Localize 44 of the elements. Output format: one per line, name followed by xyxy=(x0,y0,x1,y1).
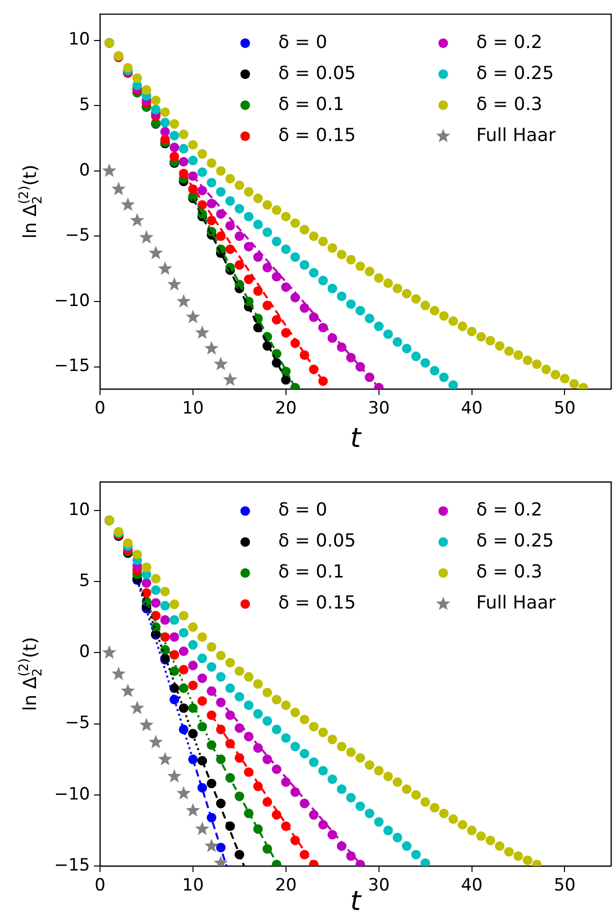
x-axis-title: t xyxy=(350,422,362,454)
y-tick-label: −5 xyxy=(64,713,90,734)
x-tick-label: 30 xyxy=(368,876,390,896)
legend-label: δ = 0.25 xyxy=(476,62,554,84)
x-tick-label: 40 xyxy=(460,398,483,419)
x-tick-label: 30 xyxy=(368,398,390,419)
legend-label: Full Haar xyxy=(476,592,556,614)
y-tick-label: 5 xyxy=(79,570,90,591)
y-tick-label: 10 xyxy=(68,500,90,520)
legend-label: δ = 0 xyxy=(278,500,328,521)
legend-label: δ = 0.3 xyxy=(476,94,542,115)
y-tick-label: −5 xyxy=(64,226,90,246)
legend-label: Full Haar xyxy=(476,124,556,146)
legend-label: δ = 0.2 xyxy=(476,32,542,53)
y-tick-label: 0 xyxy=(79,642,90,662)
legend-label: δ = 0.1 xyxy=(278,562,344,583)
x-tick-label: 0 xyxy=(94,398,106,419)
legend-label: δ = 0.15 xyxy=(278,592,356,614)
y-tick-label: −10 xyxy=(54,290,90,311)
legend-label: δ = 0.05 xyxy=(278,530,356,552)
legend-label: δ = 0.05 xyxy=(278,62,356,84)
legend-label: δ = 0 xyxy=(278,32,328,53)
x-tick-label: 20 xyxy=(275,876,297,896)
y-tick-label: 5 xyxy=(79,95,90,116)
legend-label: δ = 0.25 xyxy=(476,530,554,552)
legend-label: δ = 0.1 xyxy=(278,94,344,115)
y-tick-label: −15 xyxy=(54,855,90,876)
x-tick-label: 20 xyxy=(275,398,297,419)
y-axis-title: ln Δ2(2)(t) xyxy=(16,164,46,239)
y-axis-title: ln Δ2(2)(t) xyxy=(16,637,46,711)
legend-label: δ = 0.3 xyxy=(476,562,542,583)
x-tick-label: 50 xyxy=(554,876,576,896)
x-tick-label: 10 xyxy=(182,398,204,419)
x-tick-label: 0 xyxy=(94,876,106,896)
y-tick-label: 0 xyxy=(79,160,90,180)
legend-label: δ = 0.2 xyxy=(476,500,542,521)
y-tick-label: 10 xyxy=(68,30,90,50)
x-tick-label: 50 xyxy=(554,398,576,419)
x-tick-label: 40 xyxy=(460,876,483,896)
x-axis-title: t xyxy=(350,886,362,917)
y-tick-label: −15 xyxy=(54,356,90,376)
legend-label: δ = 0.15 xyxy=(278,124,356,146)
x-tick-label: 10 xyxy=(182,876,204,896)
y-tick-label: −10 xyxy=(54,784,90,804)
